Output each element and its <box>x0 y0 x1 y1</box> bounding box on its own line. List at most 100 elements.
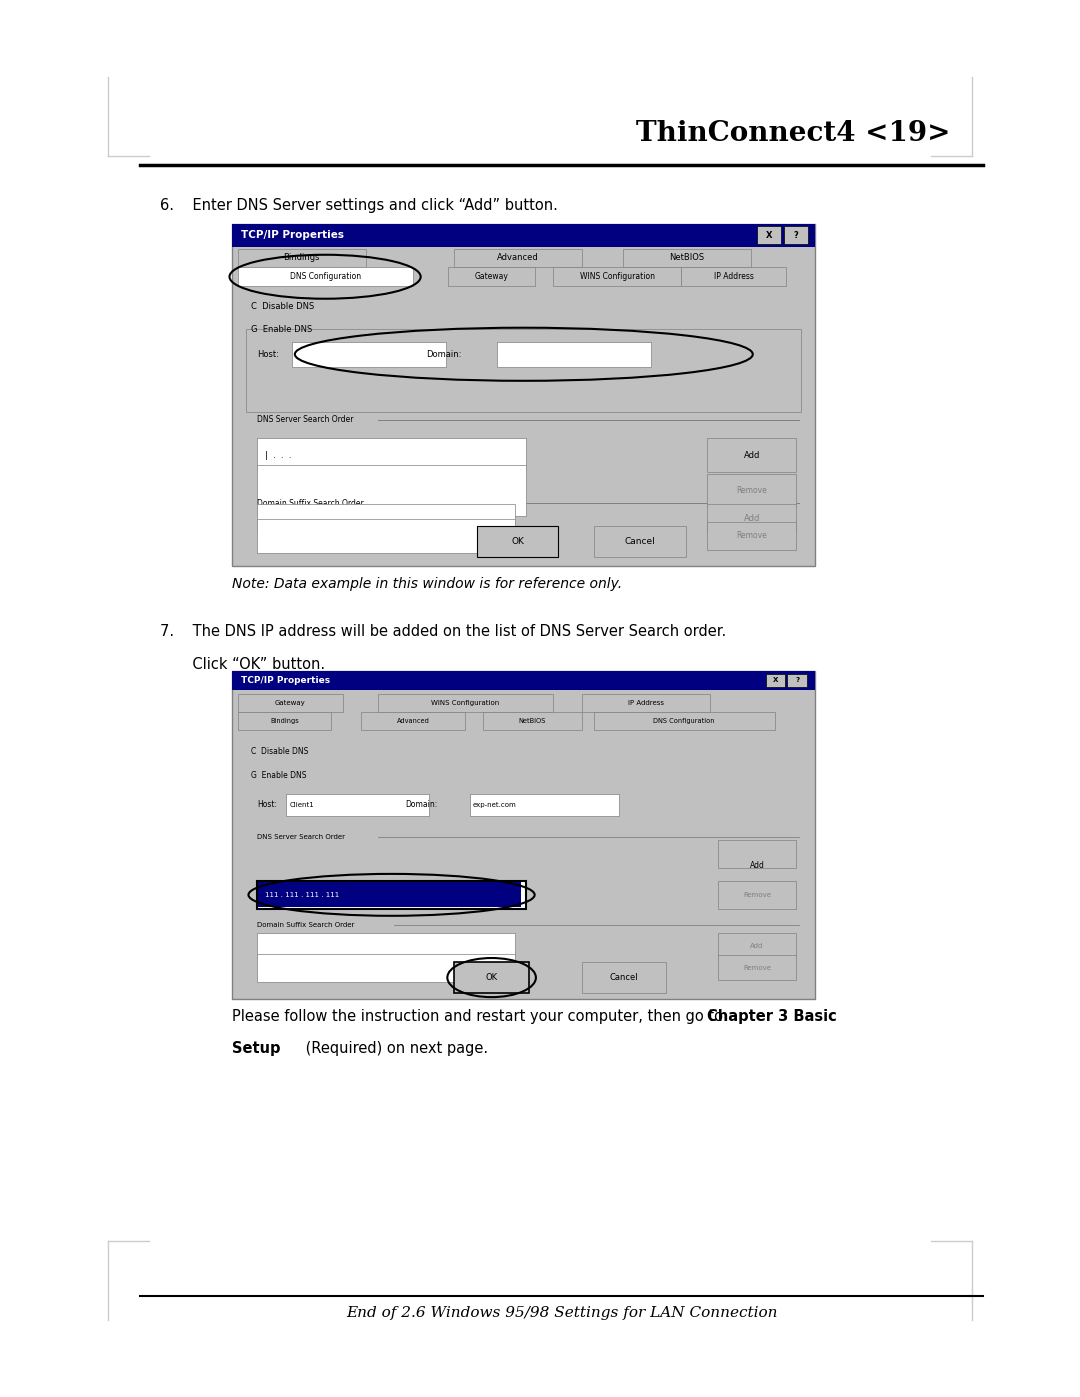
FancyBboxPatch shape <box>257 882 526 909</box>
Text: Cancel: Cancel <box>610 974 638 982</box>
FancyBboxPatch shape <box>257 504 515 532</box>
FancyBboxPatch shape <box>582 963 666 993</box>
FancyBboxPatch shape <box>707 504 796 532</box>
Text: Gateway: Gateway <box>475 272 509 281</box>
Text: ThinConnect4 <19>: ThinConnect4 <19> <box>636 120 950 147</box>
Text: Remove: Remove <box>737 486 767 495</box>
Text: Bindings: Bindings <box>284 253 320 263</box>
Text: NetBIOS: NetBIOS <box>518 718 546 724</box>
Text: Remove: Remove <box>737 531 767 541</box>
Text: Client1: Client1 <box>289 802 314 807</box>
Text: Advanced: Advanced <box>497 253 539 263</box>
Text: WINS Configuration: WINS Configuration <box>431 700 500 705</box>
FancyBboxPatch shape <box>757 226 781 244</box>
Text: C  Disable DNS: C Disable DNS <box>251 302 314 312</box>
Text: NetBIOS: NetBIOS <box>670 253 704 263</box>
FancyBboxPatch shape <box>257 465 526 515</box>
Text: (Required) on next page.: (Required) on next page. <box>301 1041 488 1056</box>
Text: C  Disable DNS: C Disable DNS <box>251 747 308 756</box>
Text: Setup: Setup <box>232 1041 281 1056</box>
FancyBboxPatch shape <box>257 933 515 958</box>
FancyBboxPatch shape <box>787 673 807 687</box>
FancyBboxPatch shape <box>246 330 801 412</box>
FancyBboxPatch shape <box>718 882 796 909</box>
Text: G  Enable DNS: G Enable DNS <box>251 324 312 334</box>
Text: Add: Add <box>743 451 760 460</box>
FancyBboxPatch shape <box>448 267 536 286</box>
Text: |  .  .  .: | . . . <box>265 451 292 460</box>
FancyBboxPatch shape <box>707 474 796 507</box>
FancyBboxPatch shape <box>718 933 796 958</box>
FancyBboxPatch shape <box>594 527 686 557</box>
Text: Remove: Remove <box>743 965 771 971</box>
FancyBboxPatch shape <box>594 711 774 729</box>
FancyBboxPatch shape <box>257 954 515 982</box>
Text: Bindings: Bindings <box>270 718 299 724</box>
FancyBboxPatch shape <box>483 711 582 729</box>
FancyBboxPatch shape <box>292 342 446 367</box>
Text: Chapter 3 Basic: Chapter 3 Basic <box>707 1009 837 1024</box>
FancyBboxPatch shape <box>238 693 342 711</box>
Text: G  Enable DNS: G Enable DNS <box>251 771 306 781</box>
FancyBboxPatch shape <box>378 693 553 711</box>
Text: WINS Configuration: WINS Configuration <box>580 272 654 281</box>
Text: IP Address: IP Address <box>629 700 664 705</box>
FancyBboxPatch shape <box>718 840 796 868</box>
FancyBboxPatch shape <box>497 342 651 367</box>
FancyBboxPatch shape <box>784 226 808 244</box>
FancyBboxPatch shape <box>454 963 529 993</box>
Text: Add: Add <box>750 861 765 870</box>
Text: IP Address: IP Address <box>714 272 754 281</box>
Text: TCP/IP Properties: TCP/IP Properties <box>241 676 330 685</box>
Text: End of 2.6 Windows 95/98 Settings for LAN Connection: End of 2.6 Windows 95/98 Settings for LA… <box>346 1306 778 1320</box>
Text: ?: ? <box>794 231 798 240</box>
FancyBboxPatch shape <box>582 693 711 711</box>
Text: Domain:: Domain: <box>427 349 462 359</box>
FancyBboxPatch shape <box>232 224 815 566</box>
Text: OK: OK <box>486 974 498 982</box>
FancyBboxPatch shape <box>238 711 330 729</box>
FancyBboxPatch shape <box>470 793 619 816</box>
FancyBboxPatch shape <box>766 673 785 687</box>
Text: Advanced: Advanced <box>396 718 430 724</box>
Text: DNS Configuration: DNS Configuration <box>653 718 715 724</box>
Text: 111 . 111 . 111 . 111: 111 . 111 . 111 . 111 <box>265 891 339 898</box>
FancyBboxPatch shape <box>553 267 681 286</box>
Text: ?: ? <box>795 678 799 683</box>
FancyBboxPatch shape <box>232 224 815 247</box>
FancyBboxPatch shape <box>707 439 796 472</box>
Text: 7.    The DNS IP address will be added on the list of DNS Server Search order.: 7. The DNS IP address will be added on t… <box>160 624 726 640</box>
FancyBboxPatch shape <box>258 883 522 908</box>
Text: 6.    Enter DNS Server settings and click “Add” button.: 6. Enter DNS Server settings and click “… <box>160 198 557 214</box>
Text: Domain Suffix Search Order: Domain Suffix Search Order <box>257 499 364 507</box>
FancyBboxPatch shape <box>454 249 582 267</box>
Text: Gateway: Gateway <box>274 700 306 705</box>
Text: X: X <box>766 231 772 240</box>
FancyBboxPatch shape <box>257 439 526 472</box>
FancyBboxPatch shape <box>232 671 815 999</box>
Text: Cancel: Cancel <box>624 538 656 546</box>
FancyBboxPatch shape <box>681 267 786 286</box>
FancyBboxPatch shape <box>718 956 796 981</box>
Text: TCP/IP Properties: TCP/IP Properties <box>241 231 343 240</box>
Text: Remove: Remove <box>743 891 771 898</box>
Text: OK: OK <box>511 538 524 546</box>
Text: Domain:: Domain: <box>405 800 437 809</box>
Text: Click “OK” button.: Click “OK” button. <box>160 657 325 672</box>
Text: Host:: Host: <box>257 349 279 359</box>
Text: Host:: Host: <box>257 800 278 809</box>
FancyBboxPatch shape <box>707 522 796 550</box>
FancyBboxPatch shape <box>286 793 430 816</box>
FancyBboxPatch shape <box>257 520 515 553</box>
Text: Domain Suffix Search Order: Domain Suffix Search Order <box>257 922 354 928</box>
Text: DNS Server Search Order: DNS Server Search Order <box>257 415 353 425</box>
Text: DNS Configuration: DNS Configuration <box>289 272 361 281</box>
Text: Note: Data example in this window is for reference only.: Note: Data example in this window is for… <box>232 577 622 591</box>
Text: Add: Add <box>743 514 760 522</box>
FancyBboxPatch shape <box>238 267 413 286</box>
FancyBboxPatch shape <box>477 527 558 557</box>
FancyBboxPatch shape <box>232 671 815 690</box>
FancyBboxPatch shape <box>623 249 752 267</box>
FancyBboxPatch shape <box>361 711 465 729</box>
Text: Please follow the instruction and restart your computer, then go to: Please follow the instruction and restar… <box>232 1009 728 1024</box>
